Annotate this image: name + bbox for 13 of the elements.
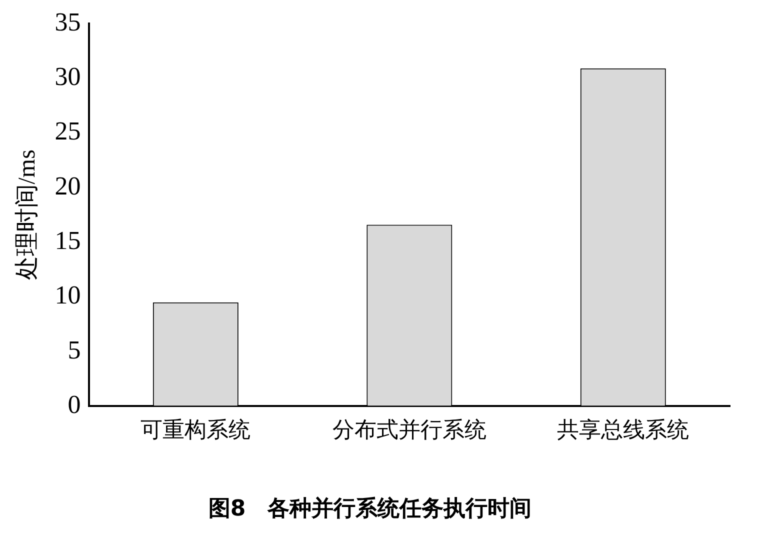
y-tick-label: 25 — [54, 116, 81, 146]
y-tick-label: 20 — [54, 171, 81, 200]
y-tick-label: 15 — [54, 226, 81, 256]
y-tick-label: 10 — [54, 280, 81, 310]
x-tick-label: 共享总线系统 — [557, 418, 690, 444]
y-axis-title: 处理时间/ms — [14, 150, 41, 280]
y-tick-label: 0 — [68, 390, 81, 420]
y-tick-label: 5 — [68, 335, 81, 364]
y-tick-label: 35 — [54, 7, 81, 36]
text: 图8 各种并行系统任务执行时间 — [208, 496, 532, 522]
x-tick-label: 可重构系统 — [140, 418, 251, 444]
y-tick-label: 30 — [54, 62, 81, 92]
x-tick-label: 分布式并行系统 — [332, 418, 486, 444]
